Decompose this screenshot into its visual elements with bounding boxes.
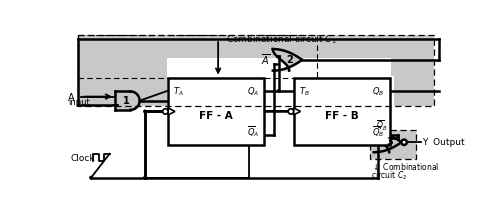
Text: $\overline{Q}_B$: $\overline{Q}_B$	[372, 125, 384, 139]
Text: $T_B$: $T_B$	[299, 85, 310, 98]
Text: $\overline{A}$: $\overline{A}$	[261, 52, 271, 67]
Text: $Q_B$: $Q_B$	[372, 85, 384, 98]
Text: $T_A$: $T_A$	[174, 85, 184, 98]
Circle shape	[143, 109, 147, 113]
Circle shape	[277, 89, 281, 93]
Bar	[166, 76, 394, 106]
Text: 2: 2	[286, 55, 293, 65]
Text: Y  Output: Y Output	[422, 138, 465, 147]
Bar	[78, 35, 434, 106]
Text: $\overline{Q}_A$: $\overline{Q}_A$	[246, 125, 259, 139]
Text: FF - A: FF - A	[199, 111, 233, 121]
Text: $Q_A$: $Q_A$	[247, 85, 259, 98]
Text: A: A	[68, 93, 74, 102]
Polygon shape	[115, 91, 140, 110]
Text: 1: 1	[123, 96, 129, 106]
Polygon shape	[374, 132, 401, 152]
Text: $\overline{Q}_B$: $\overline{Q}_B$	[376, 119, 387, 133]
Circle shape	[143, 176, 147, 180]
Text: Combinational circuit $C_1$: Combinational circuit $C_1$	[226, 34, 337, 46]
Bar	[168, 77, 265, 145]
Circle shape	[288, 109, 294, 114]
Text: $\downarrow$ Combinational: $\downarrow$ Combinational	[371, 161, 440, 172]
Bar	[370, 130, 416, 159]
Text: 3: 3	[386, 137, 393, 147]
Circle shape	[401, 140, 407, 145]
Bar	[78, 35, 317, 77]
Polygon shape	[168, 108, 175, 115]
Text: Clock: Clock	[70, 154, 95, 163]
Bar	[78, 35, 434, 106]
Text: FF - B: FF - B	[325, 111, 359, 121]
Polygon shape	[273, 49, 302, 71]
Bar	[294, 77, 390, 145]
Polygon shape	[294, 108, 300, 115]
Bar	[78, 58, 166, 106]
Bar	[166, 58, 391, 106]
Circle shape	[89, 176, 93, 180]
Text: input: input	[68, 98, 90, 108]
Text: circuit $C_2$: circuit $C_2$	[371, 169, 407, 182]
Circle shape	[162, 109, 168, 114]
